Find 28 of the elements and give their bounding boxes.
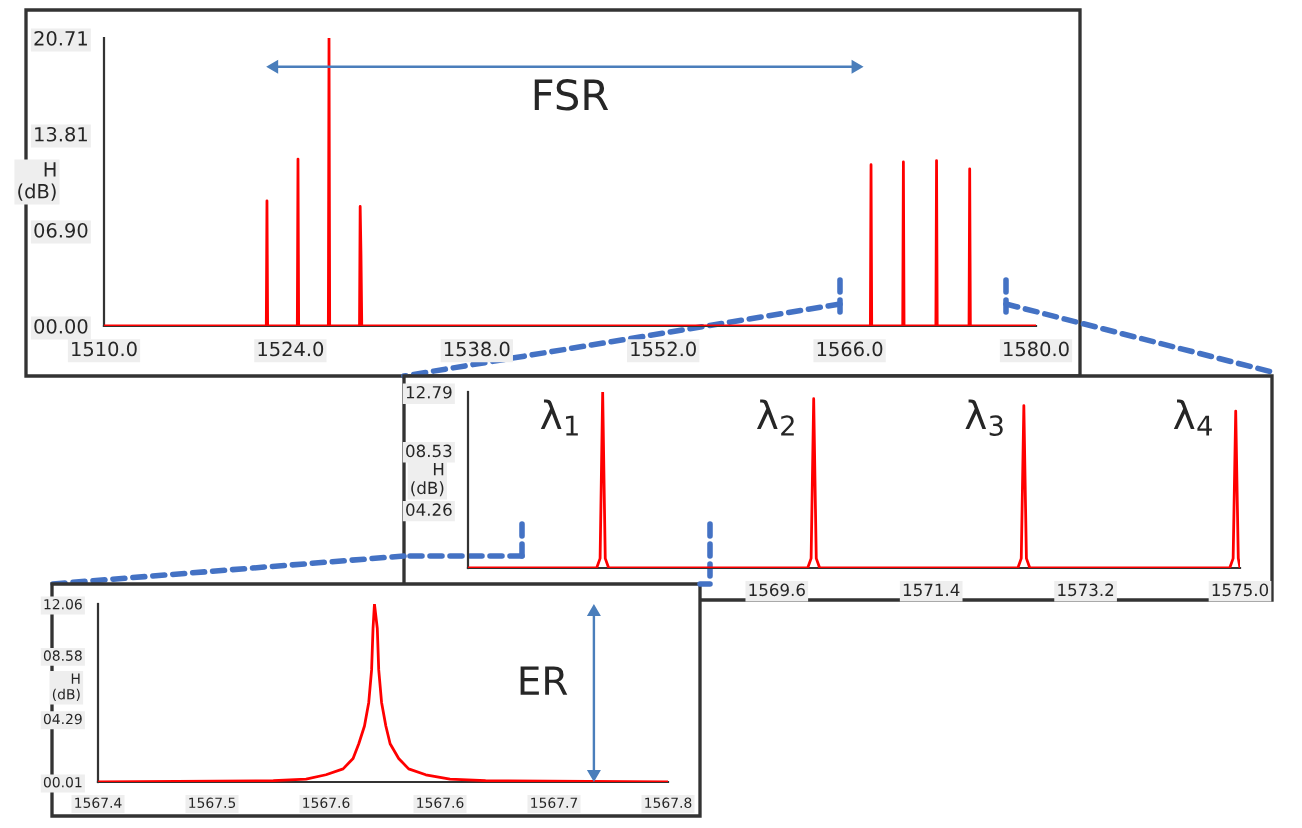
line-series (104, 38, 1036, 326)
x-tick-label: 1566.0 (817, 341, 883, 357)
annotation: λ$_{3}$ (965, 399, 1003, 436)
annotation: λ$_{2}$ (756, 399, 794, 436)
x-tick-label: 1538.0 (444, 341, 510, 357)
y-tick-label: 20.71 (34, 30, 87, 46)
y-axis-title: H (dB) (18, 162, 56, 201)
x-tick-label: 1571.4 (903, 583, 960, 597)
annotation: ER (520, 666, 568, 695)
line-series (98, 604, 668, 782)
x-tick-label: 1575.0 (1212, 583, 1269, 597)
line-series (468, 392, 1240, 568)
x-tick-label: 1569.6 (749, 583, 805, 597)
y-tick-label: 13.81 (35, 126, 87, 142)
x-tick-label: 1552.0 (631, 341, 696, 357)
y-axis-title: H (dB) (411, 463, 444, 497)
x-tick-label: 1573.2 (1058, 583, 1114, 597)
x-tick-label: 1524.0 (258, 341, 324, 357)
x-tick-label: 1580.0 (1004, 341, 1069, 357)
x-tick-label: 1510.0 (72, 341, 137, 357)
annotation: λ$_{4}$ (1173, 399, 1212, 436)
annotation: FSR (534, 79, 609, 111)
y-tick-label: 08.53 (406, 444, 452, 458)
y-tick-label: 00.00 (34, 318, 88, 334)
annotation: λ$_{1}$ (540, 399, 578, 436)
y-tick-label: 04.26 (406, 503, 452, 516)
y-tick-label: 12.79 (406, 385, 452, 399)
y-tick-label: 06.90 (34, 223, 88, 238)
